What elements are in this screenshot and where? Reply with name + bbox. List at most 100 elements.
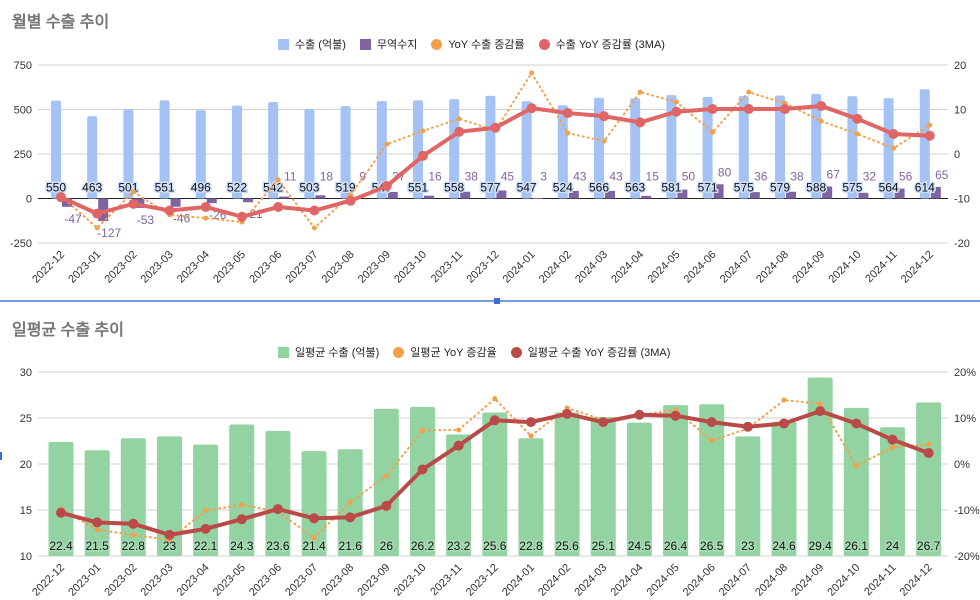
point-yoy bbox=[673, 99, 679, 105]
point-yoy bbox=[130, 532, 136, 538]
bar-daily-exports bbox=[229, 424, 255, 556]
chart1-title: 월별 수출 추이 bbox=[12, 14, 110, 31]
data-label-daily-exports: 25.6 bbox=[483, 539, 507, 553]
bar-daily-exports bbox=[373, 408, 399, 556]
data-label-daily-exports: 23.6 bbox=[266, 539, 290, 553]
x-axis-label: 2024-12 bbox=[899, 249, 936, 286]
left-axis-tick: 0 bbox=[26, 194, 32, 206]
data-label-trade-balance: 50 bbox=[682, 170, 696, 184]
bar-daily-exports bbox=[482, 412, 508, 556]
point-yoy bbox=[492, 396, 498, 402]
bar-trade-balance bbox=[315, 195, 326, 199]
x-axis-label: 2024-10 bbox=[825, 562, 862, 599]
point-yoy bbox=[203, 215, 209, 221]
point-yoy bbox=[891, 145, 897, 151]
data-label-daily-exports: 25.1 bbox=[592, 539, 616, 553]
legend-label: 일평균 수출 YoY 증감률 (3MA) bbox=[527, 347, 671, 359]
point-yoy-3ma bbox=[236, 514, 247, 525]
x-axis-label: 2023-04 bbox=[175, 249, 212, 286]
x-axis-label: 2024-07 bbox=[718, 249, 755, 286]
x-axis-label: 2023-11 bbox=[429, 249, 465, 285]
data-label-exports: 547 bbox=[517, 181, 537, 195]
legend-label: 수출 YoY 증감률 (3MA) bbox=[555, 39, 665, 51]
data-label-daily-exports: 29.4 bbox=[808, 539, 832, 553]
legend-item-daily-exports: 일평균 수출 (억불) bbox=[278, 344, 379, 360]
data-label-exports: 571 bbox=[698, 181, 718, 195]
point-yoy bbox=[853, 463, 859, 469]
point-yoy bbox=[746, 89, 752, 95]
bar-exports bbox=[123, 109, 134, 199]
bar-exports bbox=[87, 116, 98, 199]
bar-daily-exports bbox=[879, 427, 905, 556]
point-yoy-3ma bbox=[635, 117, 646, 128]
data-label-trade-balance: -47 bbox=[64, 212, 82, 226]
data-label-exports: 551 bbox=[408, 181, 428, 195]
point-yoy-3ma bbox=[454, 126, 465, 137]
right-axis-tick: 20% bbox=[954, 367, 976, 379]
data-label-daily-exports: 24.5 bbox=[628, 539, 652, 553]
bar-exports bbox=[594, 97, 604, 199]
resize-handle bbox=[0, 452, 2, 460]
bar-exports bbox=[919, 89, 930, 199]
bar-daily-exports bbox=[84, 450, 110, 556]
point-yoy bbox=[529, 70, 535, 76]
point-yoy-3ma bbox=[706, 417, 717, 428]
data-label-exports: 519 bbox=[336, 181, 356, 195]
legend-item-trade-balance: 무역수지 bbox=[359, 36, 417, 52]
bar-trade-balance bbox=[496, 190, 507, 199]
x-axis-label: 2023-04 bbox=[175, 562, 212, 599]
x-axis-label: 2023-02 bbox=[102, 249, 139, 286]
x-axis-label: 2024-11 bbox=[862, 562, 898, 598]
data-label-exports: 522 bbox=[227, 181, 247, 195]
x-axis-label: 2024-03 bbox=[573, 249, 610, 286]
data-label-daily-exports: 26.4 bbox=[664, 539, 688, 553]
point-yoy-3ma bbox=[888, 128, 899, 139]
data-label-trade-balance: -53 bbox=[137, 213, 155, 227]
x-axis-label: 2022-12 bbox=[30, 562, 67, 599]
x-axis-label: 2023-03 bbox=[139, 249, 176, 286]
right-axis-tick: -20 bbox=[954, 238, 970, 250]
point-yoy-3ma bbox=[309, 513, 320, 524]
data-label-trade-balance: 11 bbox=[284, 170, 297, 184]
point-yoy-3ma bbox=[598, 417, 609, 428]
data-label-daily-exports: 21.4 bbox=[302, 539, 326, 553]
right-axis-tick: -20% bbox=[954, 551, 980, 563]
point-yoy-3ma bbox=[562, 408, 573, 419]
data-label-daily-exports: 21.6 bbox=[339, 539, 363, 553]
bar-trade-balance bbox=[713, 184, 724, 199]
x-axis-label: 2024-01 bbox=[500, 562, 537, 599]
bar-trade-balance bbox=[822, 186, 833, 199]
x-axis-label: 2023-06 bbox=[247, 562, 284, 599]
data-label-exports: 588 bbox=[806, 181, 826, 195]
data-label-exports: 551 bbox=[155, 181, 175, 195]
left-axis-tick: 25 bbox=[20, 413, 32, 425]
bar-trade-balance bbox=[532, 197, 543, 199]
data-label-trade-balance: 9 bbox=[359, 170, 366, 184]
point-yoy-3ma bbox=[272, 504, 283, 515]
bar-trade-balance bbox=[930, 186, 941, 199]
bar-exports bbox=[883, 98, 894, 199]
bar-daily-exports bbox=[626, 422, 652, 556]
x-axis-label: 2024-08 bbox=[754, 249, 791, 286]
bar-exports bbox=[159, 100, 170, 199]
bar-exports bbox=[449, 99, 460, 199]
x-axis-label: 2023-10 bbox=[392, 249, 429, 286]
bar-exports bbox=[521, 101, 532, 199]
bar-daily-exports bbox=[156, 436, 182, 556]
data-label-daily-exports: 22.4 bbox=[49, 539, 73, 553]
bar-daily-exports bbox=[301, 451, 327, 556]
point-yoy bbox=[130, 189, 136, 195]
point-yoy bbox=[889, 444, 895, 450]
point-yoy bbox=[420, 128, 426, 134]
data-label-trade-balance: -127 bbox=[97, 226, 121, 240]
bar-exports bbox=[738, 96, 749, 199]
right-axis-tick: -10 bbox=[954, 194, 970, 206]
right-axis-tick: 10% bbox=[954, 413, 976, 425]
right-axis-tick: 0 bbox=[954, 149, 960, 161]
x-axis-label: 2023-09 bbox=[356, 249, 393, 286]
data-label-trade-balance: 65 bbox=[935, 168, 949, 182]
point-yoy bbox=[203, 507, 209, 513]
point-yoy bbox=[384, 141, 390, 147]
data-label-trade-balance: 67 bbox=[827, 168, 841, 182]
point-yoy-3ma bbox=[56, 192, 66, 203]
